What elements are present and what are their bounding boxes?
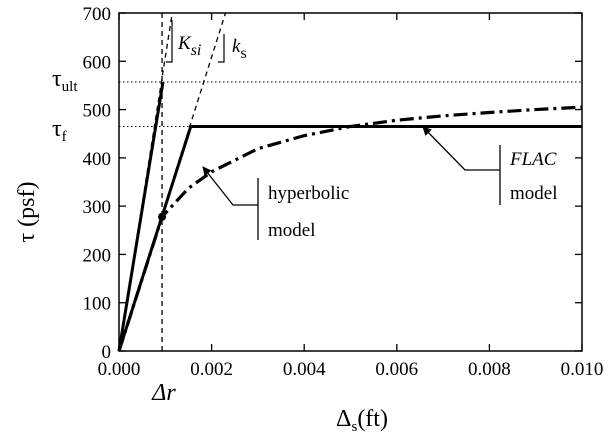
y-tick-label: 600	[83, 52, 112, 73]
hyperbolic-label-line1: hyperbolic	[268, 183, 349, 204]
tau-f-label: τf	[52, 116, 67, 145]
ksi-label: Ksi	[177, 33, 201, 59]
x-tick-label: 0.004	[283, 359, 326, 380]
y-tick-label: 700	[83, 4, 112, 25]
y-axis-label: τ (psf)	[14, 182, 40, 243]
y-tick-label: 500	[83, 101, 112, 122]
hyperbolic-leader	[202, 166, 258, 206]
x-tick-label: 0.000	[98, 359, 141, 380]
hyperbolic-label-line2: model	[268, 220, 316, 241]
ksi-bracket	[166, 20, 173, 63]
plot-frame	[118, 12, 583, 352]
delta-r-label: Δr	[151, 380, 176, 406]
y-tick-label: 100	[83, 294, 112, 315]
series-solid-1	[117, 124, 582, 352]
x-axis-label: Δs(ft)	[336, 406, 388, 435]
series-layer	[117, 12, 583, 352]
x-axis-label-unit: (ft)	[357, 406, 388, 432]
intersection-point	[158, 212, 167, 221]
flac-label-line2: model	[510, 183, 558, 204]
axis-ticks: 0.000 0.002 0.004 0.006 0.008 0.010 0 100 200 300…	[83, 4, 604, 380]
x-tick-label: 0.008	[468, 359, 511, 380]
x-tick-label: 0.010	[561, 359, 604, 380]
x-tick-label: 0.006	[375, 359, 418, 380]
flac-leader	[422, 126, 500, 171]
y-tick-label: 200	[83, 245, 112, 266]
y-tick-label: 400	[83, 149, 112, 170]
y-tick-label: 300	[83, 197, 112, 218]
reference-lines	[119, 13, 582, 351]
x-axis-label-symbol: Δ	[336, 406, 351, 432]
ks-bracket	[218, 34, 225, 63]
ks-label: ks	[232, 36, 247, 62]
x-axis-label-subscript: s	[351, 419, 357, 435]
series-dashed-3	[118, 12, 173, 352]
series-dashdot-2	[117, 105, 583, 352]
tau-ult-label: τult	[52, 66, 78, 95]
flac-label-line1: FLAC	[509, 149, 557, 170]
y-tick-label: 0	[102, 342, 112, 363]
x-tick-label: 0.002	[190, 359, 233, 380]
